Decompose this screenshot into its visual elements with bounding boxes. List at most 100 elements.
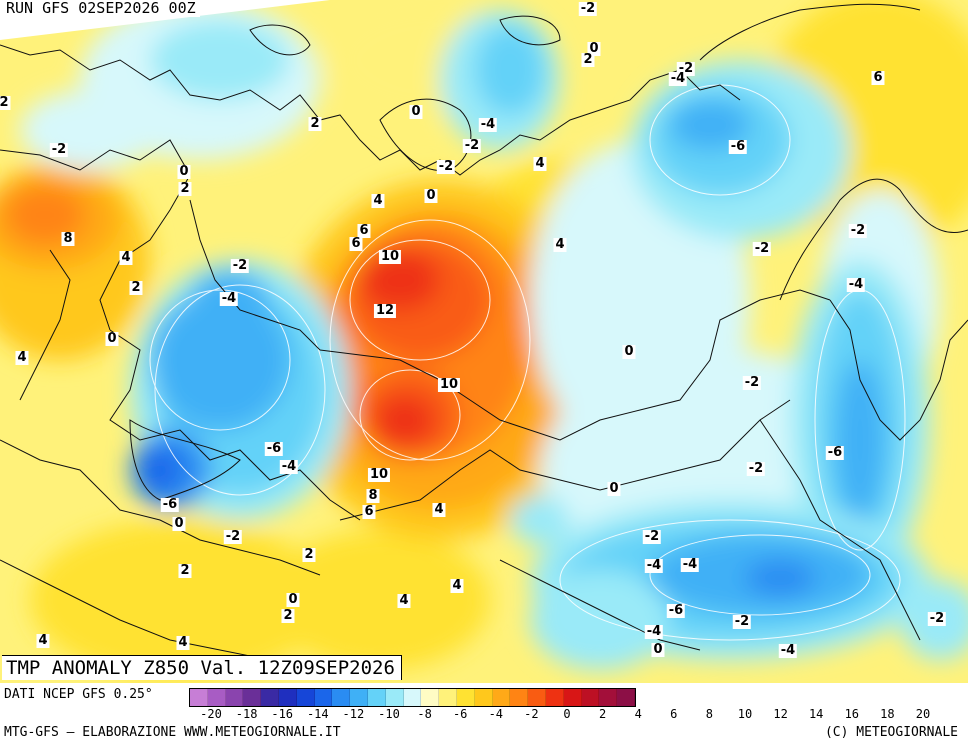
contour-label: -6 [264, 441, 284, 456]
contour-label: -2 [927, 611, 947, 626]
contour-label: 2 [308, 116, 322, 131]
credit-right: (C) METEOGIORNALE [824, 725, 958, 740]
map-canvas [0, 0, 968, 683]
contour-label: -2 [230, 258, 250, 273]
contour-label: 0 [424, 188, 438, 203]
contour-label: -6 [160, 497, 180, 512]
contour-label: -2 [746, 461, 766, 476]
contour-label: 2 [178, 563, 192, 578]
colorbar-swatch [599, 689, 618, 706]
contour-lines [149, 84, 906, 641]
contour-label: 0 [177, 164, 191, 179]
contour-label: -4 [846, 277, 866, 292]
credit-left: MTG-GFS – ELABORAZIONE WWW.METEOGIORNALE… [4, 725, 341, 740]
colorbar-tick-label: -8 [417, 707, 432, 721]
colorbar-swatch [421, 689, 440, 706]
contour-label: 4 [553, 237, 567, 252]
colorbar-swatch [385, 689, 404, 706]
contour-label: 0 [409, 104, 423, 119]
colorbar-swatch [296, 689, 315, 706]
contour-label: -4 [644, 558, 664, 573]
colorbar-swatch [581, 689, 600, 706]
colorbar-swatch [225, 689, 244, 706]
coastlines-and-borders [0, 3, 968, 661]
contour-label: -2 [742, 375, 762, 390]
footer: DATI NCEP GFS 0.25° -20 -18 -16 -14 -12 -10 -8… [0, 683, 968, 745]
contour-label: -2 [848, 223, 868, 238]
contour-label: 4 [397, 593, 411, 608]
anomaly-field [0, 0, 968, 680]
contour-label: 0 [622, 344, 636, 359]
colorbar-swatch [617, 689, 635, 706]
colorbar-swatch [261, 689, 279, 706]
contour-label: 6 [357, 223, 371, 238]
contour-label: 2 [302, 547, 316, 562]
map-title: TMP ANOMALY Z850 Val. 12Z09SEP2026 [2, 655, 402, 680]
contour-label: -4 [668, 71, 688, 86]
colorbar-swatch [207, 689, 226, 706]
colorbar-tick-label: -14 [306, 707, 329, 721]
contour-label: 4 [15, 350, 29, 365]
colorbar-swatch [492, 689, 511, 706]
colorbar-tick-label: 12 [773, 707, 788, 721]
contour-label: 6 [871, 70, 885, 85]
contour-label: 2 [129, 280, 143, 295]
colorbar-swatch [190, 689, 208, 706]
run-title: RUN GFS 02SEP2026 00Z [4, 0, 200, 17]
colorbar-swatch [350, 689, 368, 706]
colorbar-swatch [243, 689, 262, 706]
colorbar-tick-label: 20 [915, 707, 931, 721]
contour-label: -6 [666, 603, 686, 618]
contour-label: 10 [367, 467, 391, 482]
colorbar-swatch [474, 689, 493, 706]
contour-label: 8 [61, 231, 75, 246]
contour-label: -2 [642, 529, 662, 544]
contour-label: -4 [680, 557, 700, 572]
contour-label: -2 [578, 1, 598, 16]
colorbar-tick-label: -16 [271, 707, 294, 721]
colorbar-swatch [367, 689, 386, 706]
contour-label: -4 [219, 291, 239, 306]
contour-label: -2 [223, 529, 243, 544]
colorbar-tick-label: -20 [200, 707, 222, 721]
contour-label: 10 [378, 249, 402, 264]
contour-label: 2 [178, 181, 192, 196]
contour-label: 0 [607, 481, 621, 496]
colorbar-tick-label: 14 [808, 707, 824, 721]
contour-label: 6 [362, 504, 376, 519]
colorbar-ticks: -20 -18 -16 -14 -12 -10 -8 -6 -4 -2 0 2 4 6 8 10 12 14 16 1… [189, 707, 968, 723]
contour-label: -2 [49, 142, 69, 157]
colorbar-swatch [332, 689, 351, 706]
colorbar-swatch [545, 689, 564, 706]
contour-label: -2 [732, 614, 752, 629]
contour-label: 12 [373, 303, 397, 318]
colorbar-tick-label: 18 [880, 707, 895, 721]
contour-label: 4 [119, 250, 133, 265]
contour-label: 0 [587, 41, 601, 56]
colorbar-swatch [456, 689, 475, 706]
colorbar-tick-label: 2 [598, 707, 607, 721]
contour-label: 0 [172, 516, 186, 531]
contour-label: 10 [437, 377, 461, 392]
data-source: DATI NCEP GFS 0.25° [4, 687, 153, 702]
colorbar-swatch [278, 689, 297, 706]
colorbar-tick-label: 16 [844, 707, 860, 721]
temperature-anomaly-map: RUN GFS 02SEP2026 00Z -2 0 2 -2 -4 6 0 2… [0, 0, 968, 683]
colorbar-swatch [510, 689, 529, 706]
contour-label: 8 [366, 488, 380, 503]
contour-label: 4 [450, 578, 464, 593]
colorbar-swatch [439, 689, 457, 706]
contour-label: 0 [286, 592, 300, 607]
contour-label: 4 [371, 193, 385, 208]
contour-label: 4 [432, 502, 446, 517]
contour-label: -4 [778, 643, 798, 658]
contour-label: -4 [644, 624, 664, 639]
colorbar-swatch [403, 689, 422, 706]
colorbar-tick-label: -4 [488, 707, 504, 721]
contour-label: -6 [825, 445, 845, 460]
colorbar-tick-label: -10 [378, 707, 400, 721]
contour-label: 4 [176, 635, 190, 650]
colorbar-tick-label: -2 [524, 707, 539, 721]
colorbar-tick-label: -12 [342, 707, 365, 721]
contour-label: -2 [462, 138, 482, 153]
